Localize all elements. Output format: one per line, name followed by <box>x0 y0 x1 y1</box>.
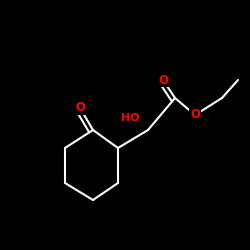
Text: O: O <box>75 102 85 114</box>
Text: O: O <box>158 74 168 86</box>
Text: O: O <box>190 108 200 122</box>
Text: HO: HO <box>121 113 139 123</box>
